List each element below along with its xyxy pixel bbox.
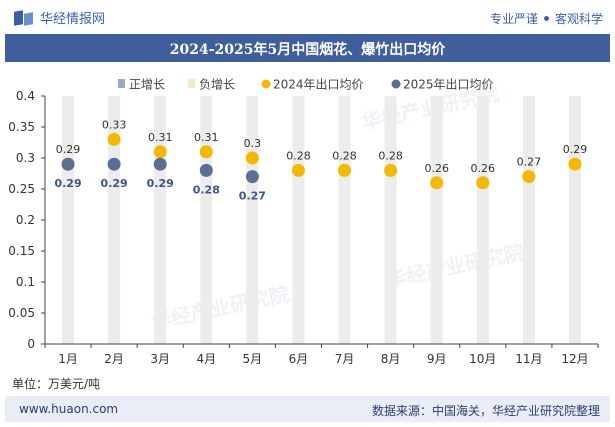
- point-2024: [153, 145, 167, 159]
- legend-negative-label: 负增长: [199, 78, 235, 92]
- category-bar: [476, 96, 489, 344]
- data-label-2025: 0.27: [239, 190, 266, 203]
- data-label-2025: 0.29: [54, 177, 81, 190]
- category-bar: [338, 96, 351, 344]
- x-tick-label: 10月: [469, 352, 496, 366]
- point-2024: [430, 176, 444, 190]
- category-bar: [568, 96, 581, 344]
- category-bar: [154, 96, 167, 344]
- x-tick-label: 4月: [196, 352, 216, 366]
- x-tick-label: 7月: [335, 352, 355, 366]
- slogan: 专业严谨 客观科学: [490, 10, 603, 27]
- y-tick-label: 0.1: [16, 275, 35, 289]
- point-2025: [245, 170, 259, 184]
- brand-name: 华经情报网: [40, 12, 106, 27]
- legend-2025-marker: [391, 79, 401, 89]
- data-label-2024: 0.28: [286, 149, 311, 162]
- category-bar: [108, 96, 121, 344]
- point-2024: [107, 132, 121, 146]
- title-bar: 2024-2025年5月中国烟花、爆竹出口均价: [5, 34, 610, 62]
- data-label-2025: 0.29: [147, 177, 174, 190]
- slogan-left: 专业严谨: [489, 12, 538, 26]
- data-label-2024: 0.3: [244, 137, 262, 150]
- y-tick-label: 0.05: [8, 306, 35, 320]
- data-label-2024: 0.28: [332, 149, 357, 162]
- y-tick-label: 0.25: [8, 182, 35, 196]
- x-tick-label: 12月: [561, 352, 588, 366]
- y-tick-label: 0.3: [16, 151, 35, 165]
- point-2025: [199, 163, 213, 177]
- data-label-2024: 0.33: [102, 118, 127, 131]
- x-tick-label: 5月: [243, 352, 263, 366]
- unit-label: 单位：万美元/吨: [12, 377, 101, 391]
- logo-icon: [14, 9, 34, 27]
- point-2024: [199, 145, 213, 159]
- separator-dot-icon: [543, 16, 549, 21]
- legend-positive-label: 正增长: [129, 78, 165, 92]
- point-2024: [384, 163, 398, 177]
- slogan-right: 客观科学: [554, 12, 603, 26]
- category-bar: [430, 96, 443, 344]
- point-2024: [476, 176, 490, 190]
- legend-2024-label: 2024年出口均价: [273, 78, 364, 92]
- data-label-2024: 0.29: [563, 143, 588, 156]
- footer-url[interactable]: www.huaon.com: [19, 402, 119, 416]
- data-label-2025: 0.29: [101, 177, 128, 190]
- data-label-2024: 0.31: [194, 131, 219, 144]
- legend-2024-marker: [261, 79, 271, 89]
- x-tick-label: 3月: [150, 352, 170, 366]
- data-label-2024: 0.31: [148, 131, 173, 144]
- data-label-2024: 0.29: [56, 143, 81, 156]
- category-bar: [200, 96, 213, 344]
- point-2024: [245, 151, 259, 165]
- category-bar: [246, 96, 259, 344]
- data-label-2024: 0.26: [424, 162, 449, 175]
- footer-source: 数据来源：中国海关，华经产业研究院整理: [371, 404, 600, 418]
- y-tick-label: 0.35: [8, 120, 35, 134]
- category-bar: [292, 96, 305, 344]
- x-tick-label: 8月: [381, 352, 401, 366]
- brand[interactable]: 华经情报网: [14, 8, 105, 27]
- point-2024: [338, 163, 352, 177]
- x-tick-label: 2月: [104, 352, 124, 366]
- legend-2025-label: 2025年出口均价: [403, 78, 494, 92]
- category-bar: [522, 96, 535, 344]
- x-tick-label: 6月: [289, 352, 309, 366]
- point-2025: [107, 157, 121, 171]
- data-label-2024: 0.28: [378, 149, 403, 162]
- data-label-2025: 0.28: [193, 183, 220, 196]
- data-label-2024: 0.26: [471, 162, 496, 175]
- x-tick-label: 9月: [427, 352, 447, 366]
- y-tick-label: 0: [27, 337, 35, 351]
- header: 华经情报网 专业严谨 客观科学: [0, 0, 615, 34]
- legend-negative-swatch: [188, 79, 195, 88]
- point-2025: [61, 157, 75, 171]
- point-2024: [522, 170, 536, 184]
- chart-title: 2024-2025年5月中国烟花、爆竹出口均价: [169, 42, 446, 58]
- x-tick-label: 1月: [58, 352, 78, 366]
- category-bar: [384, 96, 397, 344]
- y-tick-label: 0.4: [16, 89, 35, 103]
- footer: www.huaon.com 数据来源：中国海关，华经产业研究院整理: [5, 396, 610, 422]
- legend-positive-swatch: [118, 79, 125, 88]
- point-2024: [568, 157, 582, 171]
- data-label-2024: 0.27: [517, 156, 542, 169]
- x-tick-label: 11月: [515, 352, 542, 366]
- chart-svg: 正增长 负增长 2024年出口均价 2025年出口均价 0 0.05 0.1 0.15 0.2 0…: [8, 78, 599, 366]
- y-tick-label: 0.15: [8, 244, 35, 258]
- point-2025: [153, 157, 167, 171]
- y-tick-label: 0.2: [16, 213, 35, 227]
- category-bar: [62, 96, 75, 344]
- point-2024: [291, 163, 305, 177]
